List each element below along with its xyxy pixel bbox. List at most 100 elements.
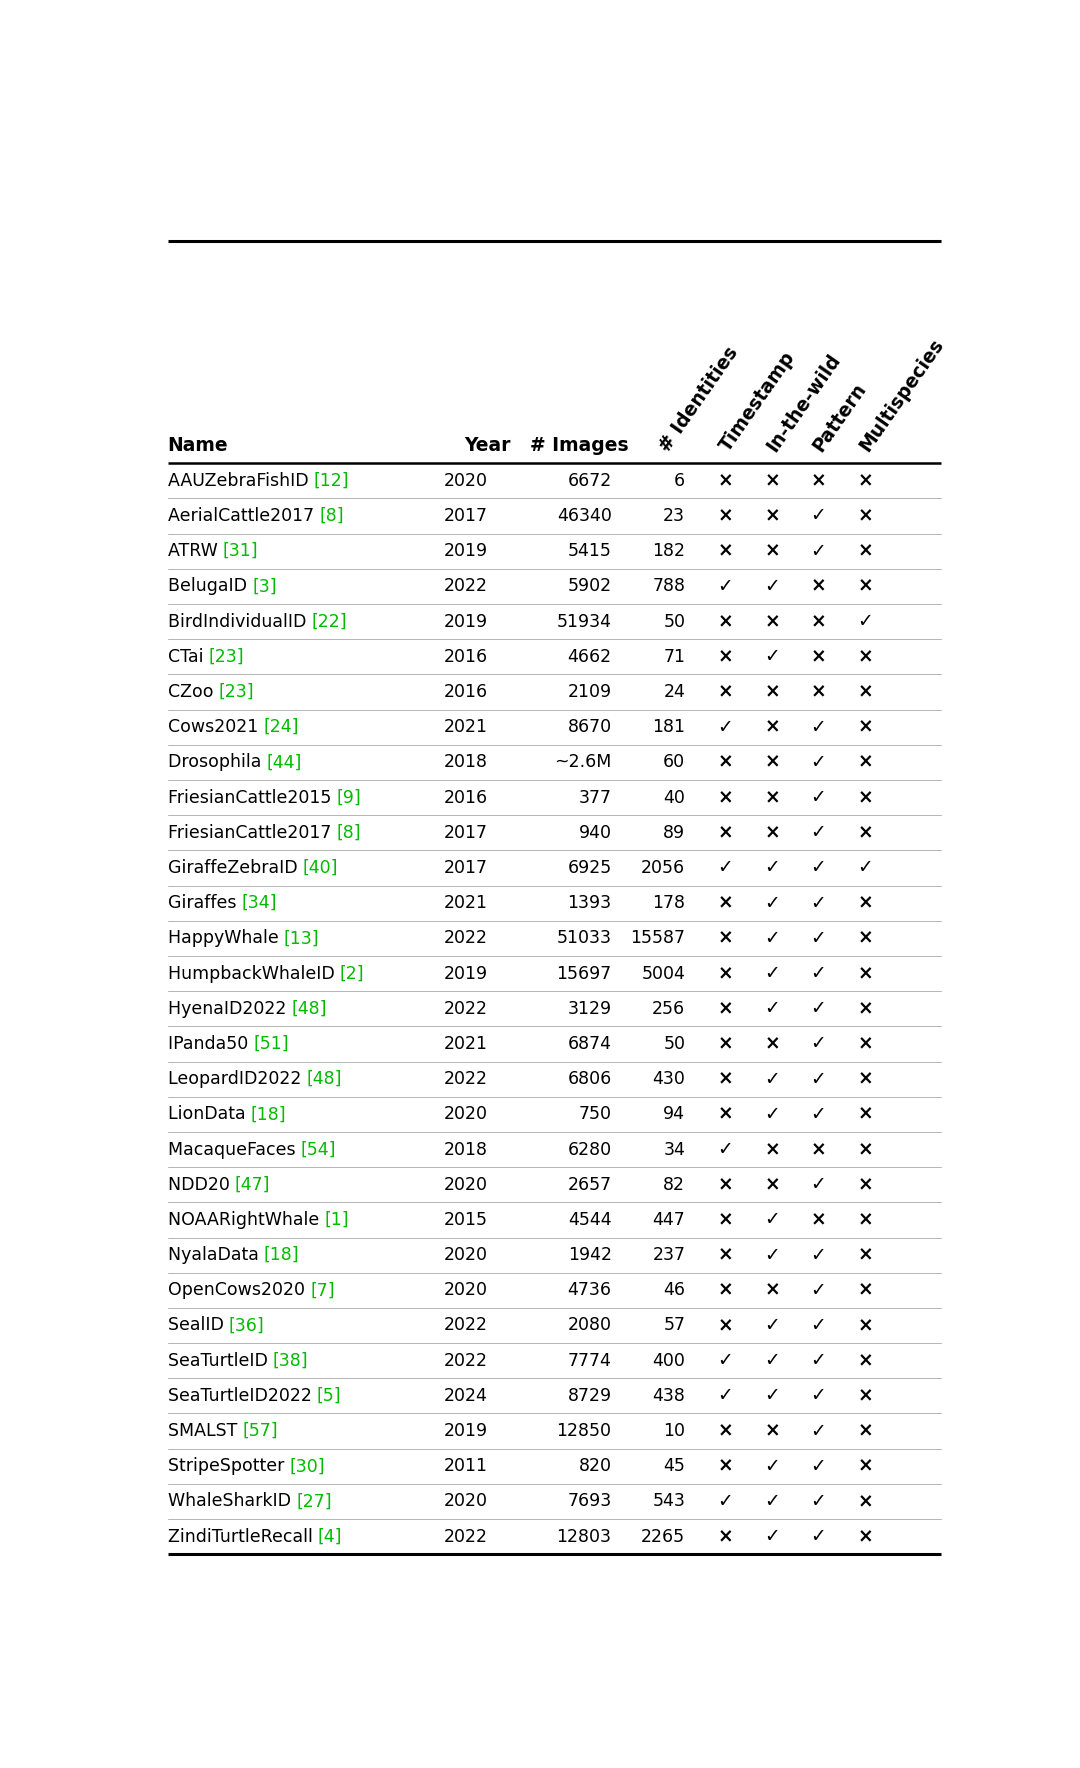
Text: ✓: ✓ — [811, 1528, 826, 1547]
Text: ×: × — [858, 1034, 873, 1054]
Text: ✓: ✓ — [765, 1351, 780, 1370]
Text: ×: × — [718, 1528, 733, 1547]
Text: 12803: 12803 — [556, 1528, 611, 1545]
Text: Giraffes: Giraffes — [167, 895, 242, 912]
Text: 2021: 2021 — [444, 1034, 488, 1054]
Text: 8670: 8670 — [567, 718, 611, 735]
Text: WhaleSharkID: WhaleSharkID — [167, 1492, 296, 1510]
Text: ×: × — [858, 1457, 873, 1476]
Text: ✓: ✓ — [765, 1315, 780, 1335]
Text: 2021: 2021 — [444, 718, 488, 735]
Text: ×: × — [858, 753, 873, 773]
Text: 2022: 2022 — [444, 999, 488, 1018]
Text: ✓: ✓ — [811, 1034, 826, 1054]
Text: SealID: SealID — [167, 1317, 229, 1335]
Text: ×: × — [858, 928, 873, 948]
Text: HyenaID2022: HyenaID2022 — [167, 999, 292, 1018]
Text: ×: × — [765, 1176, 780, 1193]
Text: ×: × — [718, 647, 733, 667]
Text: ✓: ✓ — [765, 964, 780, 983]
Text: ×: × — [858, 682, 873, 702]
Text: ×: × — [858, 1315, 873, 1335]
Text: ×: × — [718, 1070, 733, 1089]
Text: 2020: 2020 — [444, 1176, 488, 1193]
Text: AAUZebraFishID: AAUZebraFishID — [167, 472, 313, 490]
Text: 256: 256 — [652, 999, 685, 1018]
Text: [23]: [23] — [218, 682, 254, 700]
Text: 2022: 2022 — [444, 1353, 488, 1370]
Text: 40: 40 — [663, 789, 685, 806]
Text: ✓: ✓ — [765, 999, 780, 1018]
Text: [9]: [9] — [337, 789, 361, 806]
Text: ✓: ✓ — [811, 753, 826, 773]
Text: 430: 430 — [652, 1070, 685, 1087]
Text: [54]: [54] — [300, 1140, 336, 1158]
Text: [12]: [12] — [313, 472, 349, 490]
Text: ×: × — [858, 964, 873, 983]
Text: BirdIndividualID: BirdIndividualID — [167, 612, 311, 631]
Text: 6: 6 — [674, 472, 685, 490]
Text: ✓: ✓ — [811, 1492, 826, 1512]
Text: LeopardID2022: LeopardID2022 — [167, 1070, 307, 1087]
Text: [48]: [48] — [307, 1070, 342, 1087]
Text: 4662: 4662 — [567, 647, 611, 667]
Text: 237: 237 — [652, 1246, 685, 1264]
Text: ×: × — [765, 541, 780, 560]
Text: ✓: ✓ — [765, 1386, 780, 1406]
Text: ✓: ✓ — [718, 1140, 733, 1160]
Text: ×: × — [858, 1246, 873, 1264]
Text: 6806: 6806 — [567, 1070, 611, 1087]
Text: ×: × — [765, 612, 780, 631]
Text: 2016: 2016 — [444, 647, 488, 667]
Text: ✓: ✓ — [811, 999, 826, 1018]
Text: ×: × — [765, 682, 780, 702]
Text: 377: 377 — [579, 789, 611, 806]
Text: ×: × — [765, 506, 780, 525]
Text: ✓: ✓ — [765, 1211, 780, 1229]
Text: [47]: [47] — [235, 1176, 270, 1193]
Text: # Images: # Images — [530, 437, 629, 456]
Text: ×: × — [718, 682, 733, 702]
Text: ×: × — [765, 718, 780, 737]
Text: [51]: [51] — [254, 1034, 289, 1054]
Text: [23]: [23] — [208, 647, 244, 667]
Text: [18]: [18] — [264, 1246, 299, 1264]
Text: ×: × — [858, 541, 873, 560]
Text: [27]: [27] — [296, 1492, 332, 1510]
Text: StripeSpotter: StripeSpotter — [167, 1457, 289, 1475]
Text: ✓: ✓ — [811, 541, 826, 560]
Text: ✓: ✓ — [858, 859, 873, 877]
Text: ✓: ✓ — [811, 718, 826, 737]
Text: ×: × — [858, 1528, 873, 1547]
Text: IPanda50: IPanda50 — [167, 1034, 254, 1054]
Text: AerialCattle2017: AerialCattle2017 — [167, 507, 320, 525]
Text: 15697: 15697 — [556, 965, 611, 983]
Text: SeaTurtleID2022: SeaTurtleID2022 — [167, 1386, 316, 1406]
Text: 447: 447 — [652, 1211, 685, 1229]
Text: 2020: 2020 — [444, 1492, 488, 1510]
Text: ×: × — [858, 1280, 873, 1299]
Text: ×: × — [718, 964, 733, 983]
Text: [36]: [36] — [229, 1317, 265, 1335]
Text: 182: 182 — [652, 543, 685, 560]
Text: BelugaID: BelugaID — [167, 578, 252, 596]
Text: ×: × — [765, 1140, 780, 1160]
Text: NOAARightWhale: NOAARightWhale — [167, 1211, 324, 1229]
Text: 24: 24 — [663, 682, 685, 700]
Text: 5004: 5004 — [642, 965, 685, 983]
Text: OpenCows2020: OpenCows2020 — [167, 1282, 310, 1299]
Text: NDD20: NDD20 — [167, 1176, 235, 1193]
Text: 2020: 2020 — [444, 1282, 488, 1299]
Text: 2011: 2011 — [444, 1457, 488, 1475]
Text: ✓: ✓ — [718, 1386, 733, 1406]
Text: 34: 34 — [663, 1140, 685, 1158]
Text: 2019: 2019 — [444, 1421, 488, 1441]
Text: ✓: ✓ — [811, 1246, 826, 1264]
Text: 2015: 2015 — [444, 1211, 488, 1229]
Text: 2020: 2020 — [444, 1246, 488, 1264]
Text: ✓: ✓ — [718, 1492, 733, 1512]
Text: [1]: [1] — [324, 1211, 349, 1229]
Text: In-the-wild: In-the-wild — [762, 350, 845, 456]
Text: ×: × — [718, 789, 733, 806]
Text: ×: × — [858, 647, 873, 667]
